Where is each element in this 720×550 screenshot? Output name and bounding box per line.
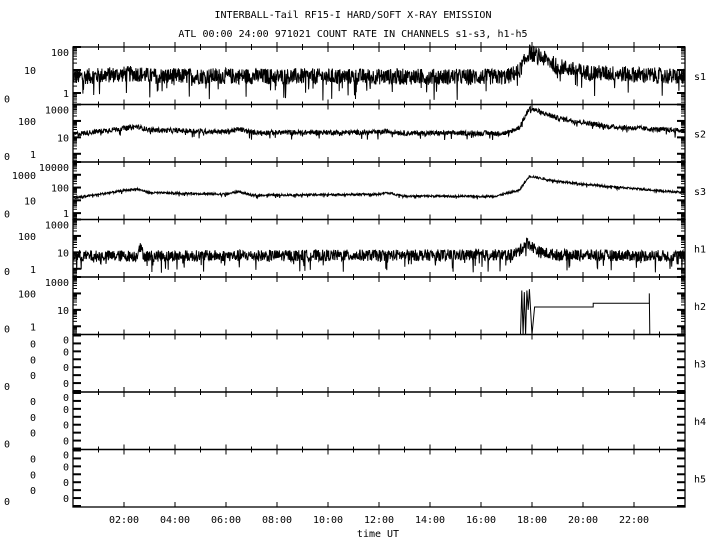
y-tick-label: 0 [63,451,69,462]
channel-label: s1 [694,72,706,83]
x-tick-label: 10:00 [313,515,343,526]
y-tick-label: 0 [4,152,10,163]
y-tick-label: 0 [63,405,69,416]
chart-subtitle: ATL 00:00 24:00 971021 COUNT RATE IN CHA… [178,29,527,40]
x-axis-label: time UT [357,529,399,540]
y-tick-label: 10 [57,306,69,317]
y-tick-label: 0 [30,413,36,424]
y-tick-label: 0 [30,429,36,440]
y-tick-label: 0 [63,421,69,432]
x-tick-label: 04:00 [160,515,190,526]
y-tick-label: 0 [63,462,69,473]
y-tick-label: 0 [4,210,10,221]
y-tick-label: 100 [18,289,36,300]
chart-title: INTERBALL-Tail RF15-I HARD/SOFT X-RAY EM… [215,10,492,21]
y-tick-label: 0 [63,379,69,390]
y-tick-label: 100 [18,232,36,243]
y-tick-label: 10 [57,133,69,144]
y-tick-label: 0 [30,355,36,366]
y-tick-label: 0 [4,95,10,106]
channel-label: s2 [694,129,706,140]
channel-label: h1 [694,244,706,255]
y-tick-label: 10000 [39,163,69,174]
series-h1 [72,237,686,273]
y-tick-label: 0 [30,339,36,350]
x-tick-label: 02:00 [109,515,139,526]
x-tick-label: 08:00 [262,515,292,526]
y-tick-label: 0 [30,470,36,481]
y-tick-label: 0 [30,397,36,408]
x-tick-label: 16:00 [466,515,496,526]
y-tick-label: 0 [30,454,36,465]
panel-frame [72,448,686,508]
y-tick-label: 0 [30,371,36,382]
panel-frame [72,218,686,278]
y-tick-label: 10 [24,196,36,207]
y-tick-label: 0 [63,393,69,404]
y-tick-label: 1000 [12,171,36,182]
y-tick-label: 1 [30,265,36,276]
panel-frame [72,103,686,163]
y-tick-label: 1000 [45,106,69,117]
channel-label: h5 [694,474,706,485]
y-tick-label: 0 [4,440,10,451]
y-tick-label: 0 [4,382,10,393]
panels: 1001010s110001001010s21000010001001010s3… [4,42,706,526]
channel-label: h2 [694,302,706,313]
x-tick-label: 12:00 [364,515,394,526]
y-tick-label: 1000 [45,221,69,232]
y-tick-label: 0 [63,347,69,358]
series-h2 [73,289,685,335]
x-tick-label: 14:00 [415,515,445,526]
y-tick-label: 1 [63,89,69,100]
channel-label: h4 [694,417,706,428]
y-tick-label: 0 [4,497,10,508]
y-tick-label: 1000 [45,278,69,289]
panel-frame [72,391,686,451]
x-tick-label: 06:00 [211,515,241,526]
y-tick-label: 100 [51,184,69,195]
x-tick-label: 20:00 [568,515,598,526]
series-s2 [72,105,686,141]
x-tick-label: 18:00 [517,515,547,526]
panel-frame [72,161,686,221]
series-s1 [72,44,686,101]
y-tick-label: 0 [30,486,36,497]
panel-frame [72,333,686,393]
y-tick-label: 10 [24,66,36,77]
y-tick-label: 0 [63,494,69,505]
y-tick-label: 0 [63,363,69,374]
y-tick-label: 0 [63,437,69,448]
y-tick-label: 0 [4,325,10,336]
y-tick-label: 1 [63,209,69,220]
channel-label: h3 [694,359,706,370]
y-tick-label: 100 [51,48,69,59]
y-tick-label: 0 [63,336,69,347]
y-tick-label: 10 [57,248,69,259]
series-s3 [72,174,686,200]
channel-label: s3 [694,187,706,198]
y-tick-label: 1 [30,322,36,333]
y-tick-label: 0 [4,267,10,278]
y-tick-label: 1 [30,150,36,161]
x-tick-label: 22:00 [619,515,649,526]
y-tick-label: 0 [63,478,69,489]
y-tick-label: 100 [18,117,36,128]
